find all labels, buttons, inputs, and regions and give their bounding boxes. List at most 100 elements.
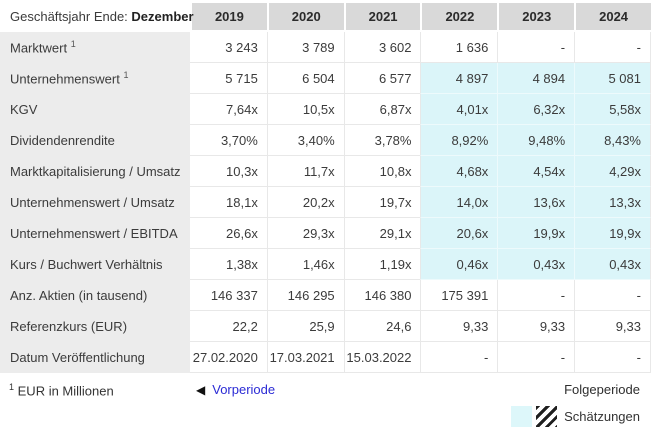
value-cell-estimate: 4 894 — [497, 63, 575, 94]
value-cell: 5 715 — [190, 63, 267, 94]
year-header-2021: 2021 — [343, 3, 421, 32]
value-cell-estimate: 0,43x — [497, 249, 575, 280]
value-cell: 6 577 — [343, 63, 421, 94]
value-cell: 19,7x — [343, 187, 421, 218]
value-cell: 3 243 — [190, 32, 267, 63]
value-cell: 24,6 — [343, 311, 421, 342]
value-cell: 10,3x — [190, 156, 267, 187]
value-cell: 17.03.2021 — [266, 342, 344, 373]
year-header-2019: 2019 — [190, 3, 267, 32]
left-arrow-icon: ◀ — [196, 383, 206, 397]
footnote-ref: 1 — [70, 39, 76, 50]
value-cell: - — [420, 342, 498, 373]
table-header-row: Geschäftsjahr Ende: Dezember 2019 2020 2… — [0, 3, 651, 32]
table-row: Kurs / Buchwert Verhältnis 1,38x 1,46x 1… — [0, 249, 651, 280]
value-cell: 6,87x — [343, 94, 421, 125]
fiscal-period-label: Dezember — [131, 9, 194, 24]
estimate-color-swatch — [511, 406, 533, 427]
value-cell: 20,2x — [266, 187, 344, 218]
value-cell: - — [574, 32, 651, 63]
value-cell: - — [497, 280, 575, 311]
estimates-legend: Schätzungen — [511, 406, 640, 427]
estimates-legend-label: Schätzungen — [564, 409, 640, 424]
value-cell: 175 391 — [420, 280, 498, 311]
value-cell: 1,38x — [190, 249, 267, 280]
row-label: KGV — [0, 94, 190, 125]
value-cell-estimate: 4,54x — [497, 156, 575, 187]
value-cell: - — [497, 342, 575, 373]
value-cell: 18,1x — [190, 187, 267, 218]
previous-period-link[interactable]: ◀ Vorperiode — [196, 382, 275, 397]
footnote-text: EUR in Millionen — [17, 383, 114, 399]
value-cell-estimate: 4,68x — [420, 156, 498, 187]
table-row: KGV 7,64x 10,5x 6,87x 4,01x 6,32x 5,58x — [0, 94, 651, 125]
table-row: Datum Veröffentlichung 27.02.2020 17.03.… — [0, 342, 651, 373]
row-label: Dividendenrendite — [0, 125, 190, 156]
value-cell-estimate: 13,6x — [497, 187, 575, 218]
value-cell-estimate: 6,32x — [497, 94, 575, 125]
value-cell-estimate: 5,58x — [574, 94, 651, 125]
value-cell: 3,70% — [190, 125, 267, 156]
value-cell-estimate: 4,01x — [420, 94, 498, 125]
year-header-2020: 2020 — [266, 3, 344, 32]
value-cell-estimate: 9,48% — [497, 125, 575, 156]
value-cell-estimate: 19,9x — [497, 218, 575, 249]
next-period-link[interactable]: Folgeperiode — [564, 382, 640, 397]
value-cell-estimate: 4,29x — [574, 156, 651, 187]
value-cell: 9,33 — [574, 311, 651, 342]
value-cell: 27.02.2020 — [190, 342, 267, 373]
value-cell: 29,1x — [343, 218, 421, 249]
financials-table: Geschäftsjahr Ende: Dezember 2019 2020 2… — [0, 3, 651, 373]
value-cell: 1 636 — [420, 32, 498, 63]
footnote-ref: 1 — [123, 70, 129, 81]
value-cell-estimate: 20,6x — [420, 218, 498, 249]
value-cell: - — [574, 342, 651, 373]
table-row: Dividendenrendite 3,70% 3,40% 3,78% 8,92… — [0, 125, 651, 156]
row-label: Referenzkurs (EUR) — [0, 311, 190, 342]
value-cell: 3 789 — [266, 32, 344, 63]
value-cell-estimate: 13,3x — [574, 187, 651, 218]
value-cell: 11,7x — [266, 156, 344, 187]
value-cell: 7,64x — [190, 94, 267, 125]
table-row: Unternehmenswert 1 5 715 6 504 6 577 4 8… — [0, 63, 651, 94]
value-cell: - — [497, 32, 575, 63]
value-cell-estimate: 14,0x — [420, 187, 498, 218]
year-header-2023: 2023 — [497, 3, 575, 32]
value-cell-estimate: 0,46x — [420, 249, 498, 280]
fiscal-year-end-label: Geschäftsjahr Ende: — [10, 9, 128, 24]
value-cell-estimate: 0,43x — [574, 249, 651, 280]
table-row: Marktkapitalisierung / Umsatz 10,3x 11,7… — [0, 156, 651, 187]
row-label: Marktwert 1 — [0, 32, 190, 63]
previous-period-label: Vorperiode — [212, 382, 276, 397]
value-cell: 29,3x — [266, 218, 344, 249]
table-row: Unternehmenswert / Umsatz 18,1x 20,2x 19… — [0, 187, 651, 218]
value-cell: 6 504 — [266, 63, 344, 94]
value-cell: 3,78% — [343, 125, 421, 156]
value-cell: 22,2 — [190, 311, 267, 342]
value-cell: 9,33 — [420, 311, 498, 342]
value-cell-estimate: 19,9x — [574, 218, 651, 249]
row-label: Anz. Aktien (in tausend) — [0, 280, 190, 311]
value-cell: 25,9 — [266, 311, 344, 342]
value-cell: 9,33 — [497, 311, 575, 342]
row-label: Unternehmenswert / Umsatz — [0, 187, 190, 218]
value-cell: 3,40% — [266, 125, 344, 156]
value-cell: 26,6x — [190, 218, 267, 249]
row-label: Kurs / Buchwert Verhältnis — [0, 249, 190, 280]
value-cell: 10,5x — [266, 94, 344, 125]
value-cell: 15.03.2022 — [343, 342, 421, 373]
row-label: Unternehmenswert / EBITDA — [0, 218, 190, 249]
footnote-marker: 1 — [9, 382, 15, 392]
footnote: 1 EUR in Millionen — [9, 382, 114, 398]
value-cell-estimate: 5 081 — [574, 63, 651, 94]
table-row: Unternehmenswert / EBITDA 26,6x 29,3x 29… — [0, 218, 651, 249]
value-cell: 3 602 — [343, 32, 421, 63]
value-cell: 146 337 — [190, 280, 267, 311]
value-cell-estimate: 8,43% — [574, 125, 651, 156]
table-row: Anz. Aktien (in tausend) 146 337 146 295… — [0, 280, 651, 311]
table-row: Referenzkurs (EUR) 22,2 25,9 24,6 9,33 9… — [0, 311, 651, 342]
table-footer: 1 EUR in Millionen ◀ Vorperiode Folgeperi… — [0, 373, 651, 427]
value-cell: 1,19x — [343, 249, 421, 280]
row-label: Unternehmenswert 1 — [0, 63, 190, 94]
value-cell-estimate: 4 897 — [420, 63, 498, 94]
